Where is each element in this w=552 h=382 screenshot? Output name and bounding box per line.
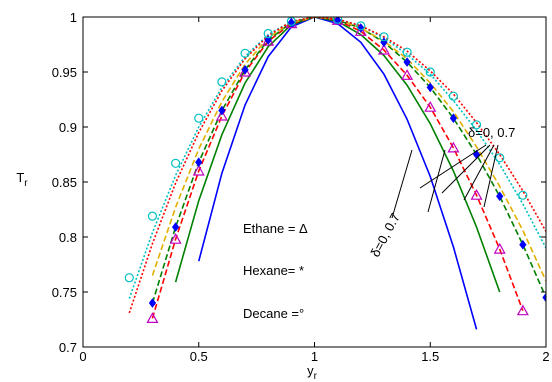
line: [128, 17, 546, 314]
annotation: δ=0, 0.7: [468, 125, 515, 140]
marker-star: [449, 113, 458, 124]
marker-star: [218, 105, 226, 116]
y-tick-label: 1: [70, 10, 77, 25]
marker-circle: [124, 273, 134, 283]
x-label-sub: r: [314, 371, 318, 382]
annotation: Ethane = Δ: [243, 221, 308, 236]
x-tick-label: 0.5: [190, 349, 208, 364]
marker-star: [542, 292, 546, 303]
annotation: Hexane= *: [243, 263, 304, 278]
marker-circle: [402, 47, 412, 57]
marker-triangle: [146, 312, 159, 323]
marker-circle: [194, 113, 204, 123]
marker-circle: [425, 67, 435, 77]
y-label-sub: r: [24, 178, 28, 189]
y-label-text: T: [16, 170, 24, 185]
plot-area: [124, 17, 546, 330]
marker-triangle: [493, 242, 506, 254]
x-tick-label: 0: [79, 349, 86, 364]
x-tick-label: 1: [311, 349, 318, 364]
marker-star: [148, 298, 157, 308]
marker-circle: [171, 158, 181, 168]
annotation: Decane =°: [243, 306, 304, 321]
marker-triangle: [354, 25, 367, 36]
marker-star: [426, 82, 434, 93]
y-tick-label: 0.9: [59, 120, 77, 135]
y-tick-label: 0.7: [59, 340, 77, 355]
y-tick-label: 0.95: [52, 65, 77, 80]
annotation: δ=0, 0.7: [367, 211, 402, 260]
marker-triangle: [447, 141, 460, 153]
y-tick-label: 0.8: [59, 230, 77, 245]
marker-triangle: [239, 65, 252, 77]
x-tick-label: 2: [542, 349, 549, 364]
marker-triangle: [424, 100, 437, 112]
marker-circle: [217, 77, 227, 87]
marker-triangle: [192, 164, 205, 176]
marker-star: [403, 57, 411, 67]
marker-star: [287, 17, 295, 28]
x-tick-label: 1.5: [421, 349, 439, 364]
marker-star: [496, 191, 504, 202]
marker-triangle: [377, 43, 390, 55]
marker-triangle: [470, 188, 483, 200]
line: [151, 17, 546, 304]
marker-circle: [471, 120, 482, 130]
marker-circle: [448, 91, 458, 101]
line: [151, 17, 546, 282]
marker-circle: [333, 17, 343, 24]
arrows: [391, 144, 499, 219]
marker-triangle: [169, 232, 182, 244]
marker-circle: [263, 28, 273, 39]
y-tick-label: 0.85: [52, 175, 77, 190]
marker-star: [264, 35, 272, 45]
marker-star: [519, 239, 527, 250]
marker-star: [334, 17, 342, 26]
y-tick-label: 0.75: [52, 285, 77, 300]
marker-triangle: [215, 109, 228, 121]
marker-circle: [518, 190, 528, 200]
line: [128, 17, 546, 299]
marker-star: [171, 222, 180, 232]
x-label-text: y: [307, 363, 314, 378]
marker-triangle: [401, 69, 414, 80]
marker-star: [195, 157, 203, 168]
marker-circle: [379, 32, 389, 42]
marker-triangle: [516, 304, 529, 316]
line: [174, 17, 501, 293]
marker-circle: [495, 153, 505, 163]
marker-circle: [147, 211, 158, 221]
frame: [82, 16, 547, 348]
marker-star: [241, 64, 249, 75]
y-label: Tr: [16, 170, 28, 189]
marker-circle: [356, 21, 366, 31]
marker-circle: [240, 48, 250, 58]
x-label: yr: [307, 363, 318, 382]
